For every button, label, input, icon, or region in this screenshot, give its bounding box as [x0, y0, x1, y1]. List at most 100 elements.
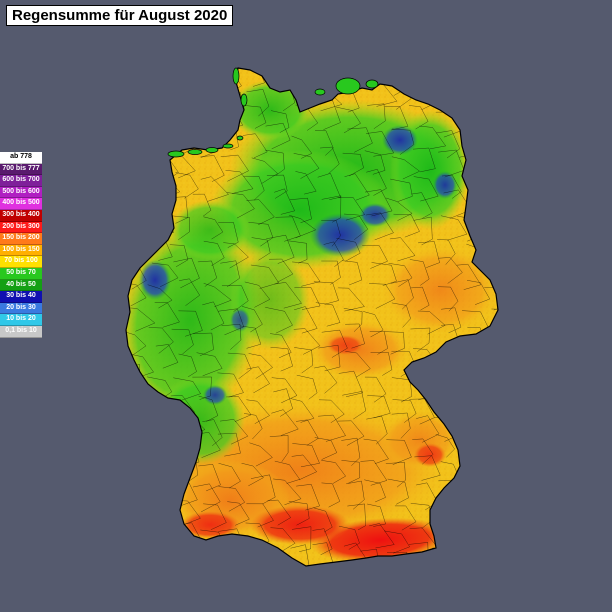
- district-line: [288, 214, 317, 239]
- district-line: [175, 172, 199, 199]
- district-line: [242, 133, 268, 159]
- district-line: [385, 197, 413, 221]
- district-line: [270, 346, 293, 372]
- district-line: [314, 437, 338, 460]
- district-line: [152, 88, 172, 111]
- legend-item: 150 bis 200: [0, 233, 42, 245]
- district-line: [290, 197, 312, 223]
- district-line: [390, 178, 413, 202]
- district-line: [432, 68, 458, 88]
- district-line: [391, 377, 413, 403]
- district-line: [458, 501, 487, 527]
- district-line: [413, 68, 434, 93]
- district-line: [144, 396, 171, 421]
- district-line: [507, 86, 534, 111]
- district-line: [226, 192, 255, 219]
- district-line: [291, 454, 318, 481]
- district-line: [220, 260, 240, 288]
- district-line: [173, 377, 201, 401]
- district-line: [294, 347, 314, 374]
- district-line: [489, 348, 498, 375]
- district-line: [319, 575, 338, 598]
- district-line: [274, 460, 301, 484]
- legend-item: ab 778: [0, 152, 42, 164]
- district-line: [506, 149, 532, 173]
- district-line: [372, 567, 390, 595]
- island: [335, 77, 361, 95]
- district-line: [314, 365, 338, 394]
- district-line: [485, 68, 498, 84]
- district-line: [154, 501, 175, 527]
- district-line: [251, 157, 278, 184]
- district-line: [457, 551, 482, 566]
- district-line: [217, 572, 238, 596]
- district-line: [363, 311, 384, 338]
- district-line: [219, 419, 249, 445]
- district-line: [367, 503, 386, 527]
- district-line: [366, 168, 387, 196]
- green-rain-area: [170, 200, 250, 260]
- district-line: [126, 241, 140, 268]
- legend-item: 300 bis 400: [0, 209, 42, 222]
- district-line: [146, 413, 171, 441]
- district-line: [317, 68, 339, 92]
- district-line: [389, 237, 416, 262]
- district-line: [512, 324, 533, 347]
- germany-border: [125, 67, 499, 567]
- district-line: [151, 68, 177, 88]
- district-line: [490, 393, 498, 423]
- district-line: [275, 216, 301, 242]
- district-line: [320, 146, 340, 174]
- district-line: [365, 212, 394, 241]
- district-line: [506, 128, 527, 151]
- district-line: [170, 548, 189, 566]
- district-line: [392, 128, 415, 155]
- district-line: [487, 192, 498, 220]
- district-line: [225, 169, 254, 194]
- district-line: [295, 419, 319, 446]
- district-line: [269, 435, 289, 462]
- district-line: [384, 106, 409, 131]
- district-line: [171, 215, 190, 241]
- district-line: [294, 287, 321, 310]
- district-line: [193, 332, 214, 357]
- district-line: [148, 458, 174, 483]
- blue-rain-area: [230, 308, 250, 332]
- district-line: [393, 213, 420, 238]
- district-line: [482, 327, 498, 357]
- district-line: [202, 419, 223, 446]
- district-line: [464, 171, 488, 201]
- district-line: [456, 263, 482, 290]
- green-rain-area: [230, 250, 310, 350]
- district-line: [126, 330, 147, 356]
- district-line: [490, 175, 498, 203]
- district-line: [149, 211, 175, 237]
- district-line: [227, 501, 250, 526]
- district-line: [460, 345, 487, 373]
- district-line: [318, 344, 341, 372]
- district-line: [508, 370, 532, 398]
- district-line: [295, 171, 317, 195]
- district-line: [321, 220, 341, 247]
- district-line: [221, 91, 245, 118]
- district-line: [169, 244, 189, 268]
- district-line: [513, 61, 537, 83]
- district-line: [193, 68, 216, 88]
- district-line: [246, 366, 270, 394]
- district-line: [457, 68, 482, 84]
- district-line: [250, 264, 280, 289]
- district-line: [198, 464, 221, 492]
- district-line: [336, 237, 361, 262]
- district-line: [409, 259, 430, 286]
- district-line: [271, 377, 298, 404]
- legend-item: 50 bis 70: [0, 267, 42, 280]
- district-line: [344, 173, 370, 201]
- district-line: [440, 215, 468, 241]
- district-line: [170, 83, 193, 111]
- district-line: [218, 486, 246, 512]
- district-line: [338, 287, 365, 312]
- district-line: [126, 394, 147, 420]
- district-line: [480, 151, 498, 175]
- district-line: [245, 105, 267, 129]
- legend-item: 30 bis 40: [0, 291, 42, 303]
